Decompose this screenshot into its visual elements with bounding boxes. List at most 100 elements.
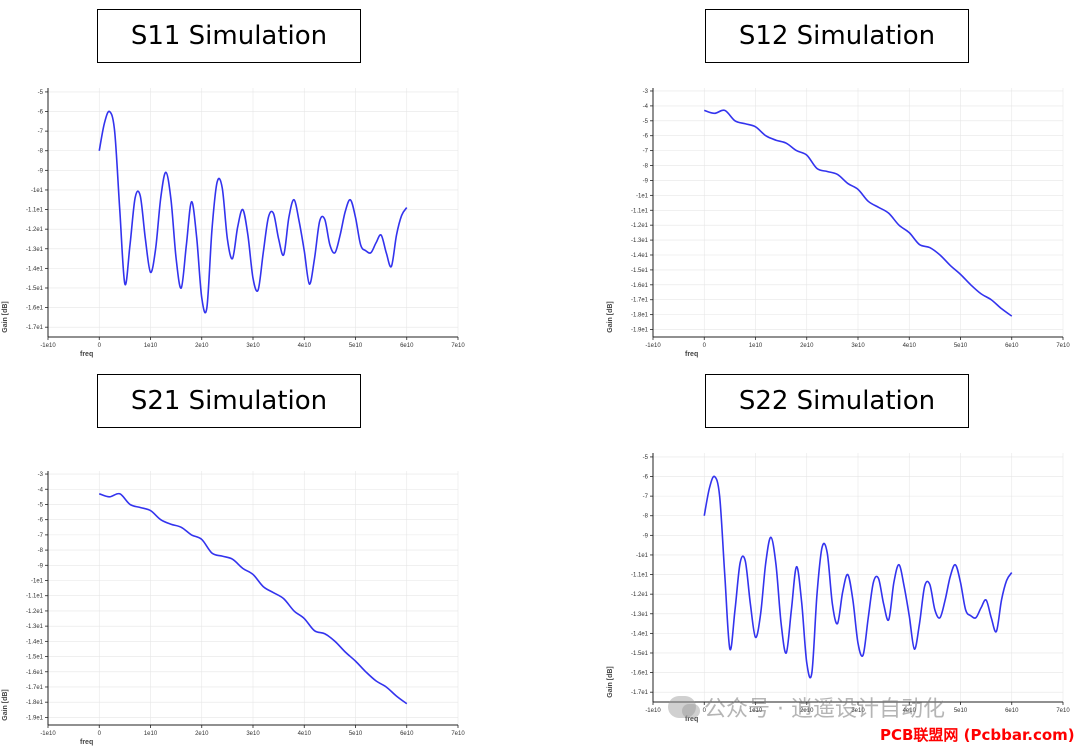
x-tick-label: -1e10: [40, 731, 56, 737]
x-tick-label: 4e10: [298, 343, 312, 349]
x-tick-label: 7e10: [1056, 343, 1070, 349]
y-tick-label: -1.2e1: [26, 609, 44, 615]
y-tick-label: -9: [643, 533, 649, 539]
y-tick-label: -6: [643, 134, 649, 140]
y-tick-label: -1.4e1: [26, 639, 44, 645]
x-tick-label: 7e10: [451, 343, 465, 349]
y-tick-label: -1.6e1: [631, 671, 649, 677]
x-tick-label: 5e10: [954, 708, 968, 714]
x-tick-label: -1e10: [645, 343, 661, 349]
y-tick-label: -1.7e1: [631, 298, 649, 304]
x-tick-label: 1e10: [749, 343, 763, 349]
y-tick-label: -4: [38, 487, 44, 493]
x-tick-label: 4e10: [903, 708, 917, 714]
s11-title: S11 Simulation: [97, 9, 361, 63]
y-tick-label: -6: [643, 475, 649, 481]
x-tick-label: 0: [98, 343, 102, 349]
x-tick-label: 6e10: [400, 731, 414, 737]
y-tick-label: -3: [643, 89, 649, 95]
y-tick-label: -1.2e1: [26, 227, 44, 233]
x-tick-label: 7e10: [1056, 708, 1070, 714]
x-tick-label: -1e10: [645, 708, 661, 714]
y-tick-label: -8: [38, 149, 44, 155]
y-tick-label: -1e1: [636, 553, 649, 559]
y-tick-label: -6: [38, 110, 44, 116]
y-tick-label: -1.7e1: [26, 685, 44, 691]
y-tick-label: -1.6e1: [631, 283, 649, 289]
watermark-text: 公众号 · 逍遥设计自动化: [704, 697, 945, 722]
x-axis-title: freq: [80, 739, 93, 746]
series-line: [703, 475, 1013, 679]
y-axis-title: Gain [dB]: [2, 301, 9, 333]
watermark: 公众号 · 逍遥设计自动化: [668, 690, 1058, 724]
x-tick-label: 3e10: [851, 708, 865, 714]
y-tick-label: -9: [38, 168, 44, 174]
x-tick-label: 2e10: [800, 343, 814, 349]
y-tick-label: -1.2e1: [631, 223, 649, 229]
y-tick-label: -1.5e1: [26, 655, 44, 661]
y-tick-label: -5: [38, 502, 44, 508]
y-tick-label: -1.8e1: [631, 313, 649, 319]
x-tick-label: 5e10: [349, 731, 363, 737]
y-tick-label: -9: [38, 563, 44, 569]
series-line: [98, 110, 408, 314]
x-tick-label: 4e10: [903, 343, 917, 349]
y-tick-label: -1.4e1: [631, 253, 649, 259]
y-tick-label: -1.7e1: [631, 690, 649, 696]
y-tick-label: -1.3e1: [631, 612, 649, 618]
x-axis-title: freq: [80, 351, 93, 358]
y-axis-title: Gain [dB]: [607, 301, 614, 333]
y-tick-label: -7: [643, 149, 649, 155]
series-line: [98, 492, 408, 705]
y-tick-label: -1.9e1: [26, 715, 44, 721]
x-tick-label: 6e10: [1005, 708, 1019, 714]
s11-plot: -1e10 0 1e10 2e10 3e10 4e10 5e10 6e10 7e10 -5 -6 -7…: [0, 82, 470, 358]
y-tick-label: -1.5e1: [631, 651, 649, 657]
s21-title: S21 Simulation: [97, 374, 361, 428]
x-tick-label: 4e10: [298, 731, 312, 737]
y-axis-title: Gain [dB]: [607, 666, 614, 698]
y-tick-label: -7: [38, 129, 44, 135]
y-tick-label: -7: [38, 533, 44, 539]
x-tick-label: 5e10: [349, 343, 363, 349]
x-tick-label: 2e10: [195, 343, 209, 349]
x-tick-label: 0: [703, 343, 707, 349]
y-tick-label: -1.4e1: [631, 631, 649, 637]
y-axis-title: Gain [dB]: [2, 689, 9, 721]
y-tick-label: -1e1: [636, 193, 649, 199]
y-tick-label: -8: [38, 548, 44, 554]
x-tick-label: 1e10: [144, 731, 158, 737]
y-tick-label: -1.5e1: [26, 286, 44, 292]
y-tick-label: -1.1e1: [26, 208, 44, 214]
y-tick-label: -5: [38, 90, 44, 96]
site-tag: PCB联盟网 (Pcbbar.com): [880, 726, 1075, 744]
y-tick-label: -1e1: [31, 579, 44, 585]
y-tick-label: -1.1e1: [631, 208, 649, 214]
x-tick-label: 3e10: [246, 731, 260, 737]
y-tick-label: -1.3e1: [631, 238, 649, 244]
y-tick-label: -7: [643, 494, 649, 500]
y-tick-label: -1e1: [31, 188, 44, 194]
s12-chart-svg: -1e10 0 1e10 2e10 3e10 4e10 5e10 6e10 7e10 -3 -4 -5…: [607, 88, 1070, 358]
s22-chart-svg: -1e10 0 1e10 2e10 3e10 4e10 5e10 6e10 7e10 -5 -6 -7…: [607, 453, 1070, 723]
x-tick-label: 1e10: [144, 343, 158, 349]
y-tick-label: -4: [643, 104, 649, 110]
x-tick-label: 3e10: [246, 343, 260, 349]
x-tick-label: 3e10: [851, 343, 865, 349]
wechat-icon: [668, 696, 700, 718]
x-tick-label: 5e10: [954, 343, 968, 349]
x-tick-label: 0: [98, 731, 102, 737]
y-tick-label: -5: [643, 119, 649, 125]
y-tick-label: -1.5e1: [631, 268, 649, 274]
y-tick-label: -1.6e1: [26, 670, 44, 676]
y-tick-label: -1.8e1: [26, 700, 44, 706]
x-tick-label: 7e10: [451, 731, 465, 737]
y-tick-label: -1.1e1: [631, 573, 649, 579]
y-tick-label: -1.4e1: [26, 266, 44, 272]
x-tick-label: -1e10: [40, 343, 56, 349]
x-axis-title: freq: [685, 716, 698, 723]
s22-plot: -1e10 0 1e10 2e10 3e10 4e10 5e10 6e10 7e10 -5 -6 -7…: [605, 447, 1075, 723]
s12-plot: -1e10 0 1e10 2e10 3e10 4e10 5e10 6e10 7e10 -3 -4 -5…: [605, 82, 1075, 358]
s21-chart-svg: -1e10 0 1e10 2e10 3e10 4e10 5e10 6e10 7e10 -3 -4 -5…: [2, 471, 465, 746]
s11-chart-svg: -1e10 0 1e10 2e10 3e10 4e10 5e10 6e10 7e10 -5 -6 -7…: [2, 88, 465, 358]
